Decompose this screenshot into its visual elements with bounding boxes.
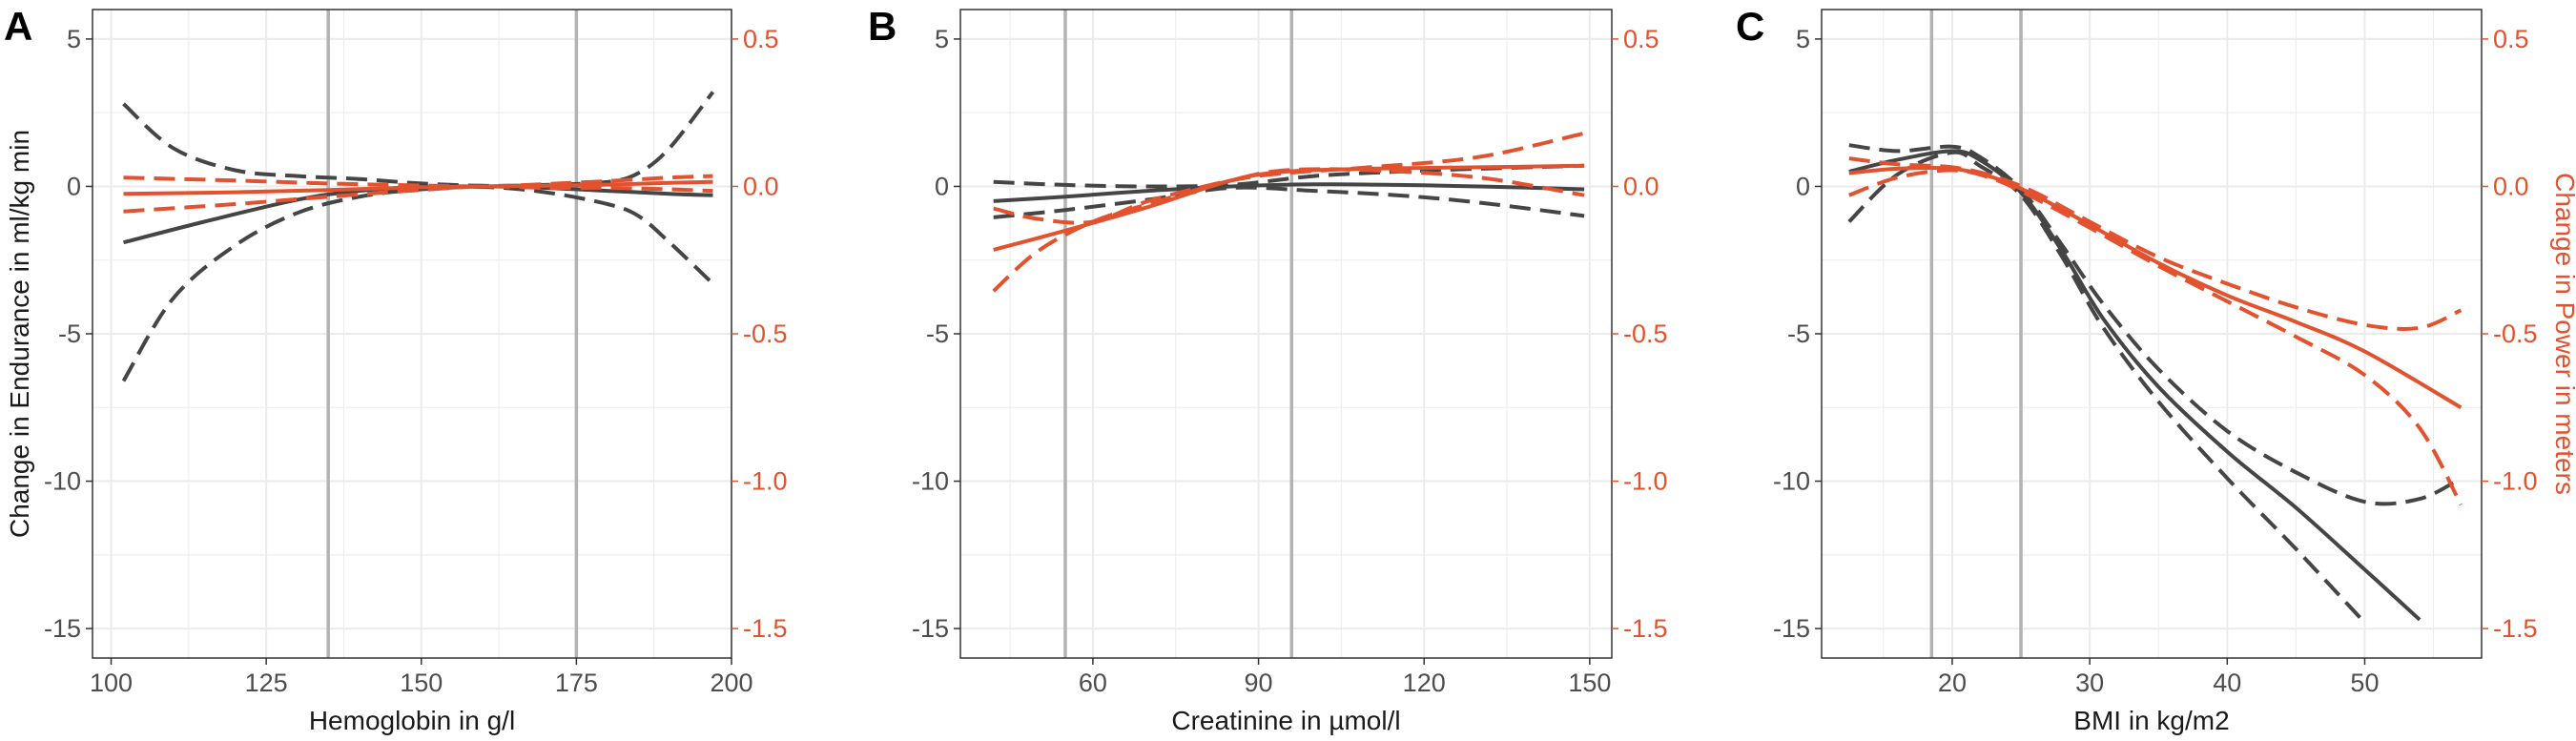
y-tick-label-right: -1.0 <box>743 467 788 496</box>
y-tick-label-left: 0 <box>67 172 81 200</box>
endurance-ci-line <box>993 185 1585 219</box>
panel-label: C <box>1736 4 1764 49</box>
power-ci-line <box>1848 168 2463 506</box>
power-ci-line <box>992 167 1585 293</box>
y-tick-label-left: -5 <box>926 319 949 348</box>
y-tick-label-left: -10 <box>44 467 81 496</box>
y-tick-label-left: -10 <box>912 467 949 496</box>
x-tick-label: 90 <box>1245 669 1273 697</box>
x-tick-label: 50 <box>2350 669 2379 697</box>
x-tick-label: 20 <box>1938 669 1967 697</box>
x-tick-label: 60 <box>1079 669 1107 697</box>
y-tick-label-left: 5 <box>67 25 81 53</box>
x-tick-label: 120 <box>1403 669 1446 697</box>
y-tick-label-left: 5 <box>935 25 949 53</box>
x-tick-label: 30 <box>2075 669 2104 697</box>
y-tick-label-right: 0.0 <box>743 172 779 200</box>
y-tick-label-right: -1.0 <box>2493 467 2538 496</box>
endurance-ci-line <box>1848 143 2463 506</box>
y-tick-label-left: 5 <box>1796 25 1810 53</box>
panel-b: 5 0 -5 -10 -15 0.5 0.0 -0.5 -1.0 -1.5 60 90 120 150 Cr… <box>868 4 1668 735</box>
panel-c: 50-5-10-150.50.0-0.5-1.0-1.520 30 40 50BMI … <box>1736 4 2576 735</box>
y-tick-label-right: -1.0 <box>1623 467 1668 496</box>
x-axis-title: Hemoglobin in g/l <box>309 706 515 735</box>
x-tick-label: 150 <box>1568 669 1611 697</box>
power-ci-line <box>123 184 713 214</box>
y-tick-label-left: -15 <box>1773 614 1810 643</box>
y-tick-label-right: -1.5 <box>2493 614 2538 643</box>
y-tick-label-right: 0.0 <box>2493 172 2529 200</box>
y-tick-label-left: -15 <box>912 614 949 643</box>
x-axis-title: BMI in kg/m2 <box>2073 706 2229 735</box>
y-axis-title-right: Change in Power in meters <box>2550 173 2576 495</box>
y-axis-title-left: Change in Endurance in ml/kg min <box>5 130 34 538</box>
y-tick-label-right: 0.5 <box>1623 25 1659 53</box>
power-ci-line <box>1848 156 2463 331</box>
y-tick-label-left: -10 <box>1773 467 1810 496</box>
x-tick-label: 150 <box>400 669 443 697</box>
y-tick-label-right: 0.0 <box>1623 172 1659 200</box>
x-tick-label: 125 <box>245 669 288 697</box>
y-tick-label-left: -5 <box>1787 319 1810 348</box>
y-tick-label-right: -1.5 <box>1623 614 1668 643</box>
y-tick-label-right: 0.5 <box>743 25 779 53</box>
y-tick-label-right: 0.5 <box>2493 25 2529 53</box>
panel-a: 5 0 -5 -10 -15 0.5 0.0 -0.5 -1.0 -1.5 100 125 150 175… <box>4 4 788 735</box>
x-tick-label: 100 <box>90 669 133 697</box>
endurance-ci-line <box>1847 150 2366 625</box>
endurance-ci-line <box>993 163 1585 189</box>
panel-label: A <box>4 4 32 49</box>
y-tick-label-left: 0 <box>1796 172 1810 200</box>
y-tick-label-right: -0.5 <box>743 319 788 348</box>
panel-label: B <box>868 4 896 49</box>
x-tick-label: 40 <box>2213 669 2241 697</box>
y-tick-label-left: -5 <box>58 319 81 348</box>
y-tick-label-left: -15 <box>44 614 81 643</box>
x-axis-title: Creatinine in µmol/l <box>1171 706 1400 735</box>
x-tick-label: 175 <box>555 669 598 697</box>
y-tick-label-left: 0 <box>935 172 949 200</box>
y-tick-label-right: -1.5 <box>743 614 788 643</box>
y-tick-label-right: -0.5 <box>2493 319 2538 348</box>
y-tick-label-right: -0.5 <box>1623 319 1668 348</box>
endurance-estimate-line <box>993 182 1585 203</box>
x-tick-label: 200 <box>710 669 752 697</box>
